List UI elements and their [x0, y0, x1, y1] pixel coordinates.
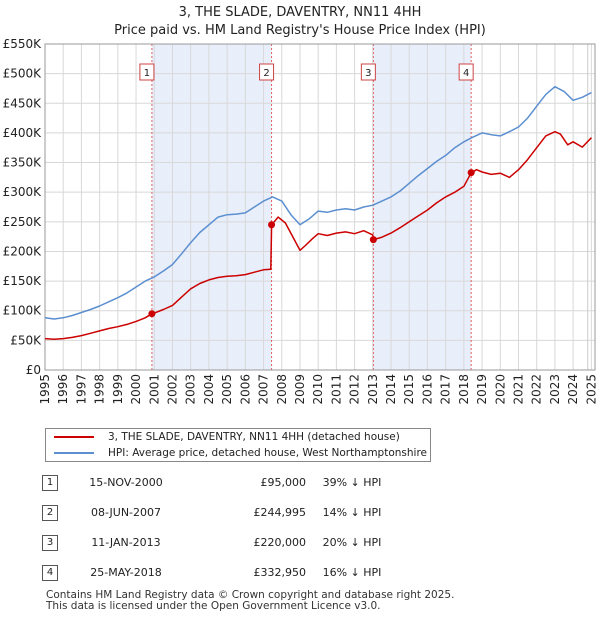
sale-point — [369, 236, 377, 244]
sale-label-box — [360, 63, 376, 81]
x-tick-label: 2015 — [402, 374, 416, 405]
sale-hpi-diff: 14% ↓ HPI — [322, 506, 382, 519]
y-tick-label: £400K — [3, 126, 43, 140]
y-tick-label: £150K — [3, 274, 43, 288]
x-tick-label: 2007 — [257, 374, 271, 405]
footer-copyright: Contains HM Land Registry data © Crown c… — [46, 589, 455, 601]
x-tick-label: 2022 — [530, 374, 544, 405]
x-tick-label: 2010 — [311, 374, 325, 405]
sale-date: 15-NOV-2000 — [89, 476, 163, 489]
y-tick-label: £550K — [3, 37, 43, 51]
sale-hpi-diff: 16% ↓ HPI — [322, 566, 382, 579]
x-tick-label: 2012 — [348, 374, 362, 405]
x-tick-label: 2011 — [329, 374, 343, 405]
sale-date: 08-JUN-2007 — [90, 506, 162, 519]
x-tick-label: 2008 — [275, 374, 289, 405]
legend-swatch-hpi — [54, 452, 94, 454]
sale-label-box — [259, 63, 275, 81]
plot-area — [45, 44, 595, 370]
y-tick-label: £350K — [3, 156, 43, 170]
sale-label-box — [458, 63, 474, 81]
legend: 3, THE SLADE, DAVENTRY, NN11 4HH (detach… — [45, 428, 431, 462]
x-tick-label: 1999 — [111, 374, 125, 405]
legend-item-property: 3, THE SLADE, DAVENTRY, NN11 4HH (detach… — [54, 430, 400, 444]
sale-date: 25-MAY-2018 — [90, 566, 162, 579]
y-tick-label: £200K — [3, 244, 43, 258]
chart-subtitle: Price paid vs. HM Land Registry's House … — [114, 23, 486, 38]
y-tick-label: £500K — [3, 67, 43, 81]
x-tick-label: 2019 — [475, 374, 489, 405]
x-tick-label: 1996 — [56, 374, 70, 405]
x-tick-label: 2013 — [366, 374, 380, 405]
x-tick-label: 2021 — [512, 374, 526, 405]
x-tick-label: 2014 — [384, 374, 398, 405]
sale-point — [268, 221, 276, 229]
sale-number: 1 — [42, 475, 58, 491]
sale-label: 4 — [463, 68, 469, 79]
sale-number: 2 — [42, 505, 58, 521]
sale-hpi-diff: 20% ↓ HPI — [322, 536, 382, 549]
x-tick-label: 2004 — [202, 374, 216, 405]
y-tick-label: £450K — [3, 96, 43, 110]
sale-label: 3 — [365, 68, 371, 79]
price-chart: £0 £50K £100K £150K £200K £250K £300K £350K £400… — [3, 37, 599, 405]
footer-licence: This data is licensed under the Open Gov… — [46, 600, 381, 612]
legend-label-property: 3, THE SLADE, DAVENTRY, NN11 4HH (detach… — [108, 431, 400, 443]
x-tick-label: 2023 — [548, 374, 562, 405]
sale-date: 11-JAN-2013 — [91, 536, 161, 549]
sale-number: 3 — [42, 535, 58, 551]
chart-title: 3, THE SLADE, DAVENTRY, NN11 4HH — [178, 5, 422, 20]
shaded-period — [373, 44, 472, 370]
sale-point — [148, 310, 156, 318]
y-tick-label: £50K — [10, 333, 42, 347]
sale-price: £220,000 — [253, 536, 307, 549]
x-tick-label: 2002 — [165, 374, 179, 405]
sale-label: 2 — [263, 68, 269, 79]
x-tick-label: 2005 — [220, 374, 234, 405]
x-tick-label: 2001 — [147, 374, 161, 405]
footer: Contains HM Land Registry data © Crown c… — [46, 590, 454, 612]
x-tick-label: 2017 — [439, 374, 453, 405]
y-tick-label: £100K — [3, 304, 43, 318]
x-tick-label: 2025 — [584, 374, 598, 405]
x-tick-label: 2009 — [293, 374, 307, 405]
x-tick-label: 2006 — [238, 374, 252, 405]
x-tick-label: 2024 — [566, 374, 580, 405]
sale-price: £332,950 — [253, 566, 307, 579]
plot-frame — [44, 43, 596, 371]
y-tick-label: £300K — [3, 185, 43, 199]
sale-point — [467, 169, 475, 177]
sale-label-box — [139, 63, 155, 81]
series-line — [44, 130, 592, 340]
legend-label-hpi: HPI: Average price, detached house, West… — [108, 447, 427, 459]
y-tick-label: £0 — [26, 363, 41, 377]
x-tick-label: 1995 — [38, 374, 52, 405]
y-tick-label: £250K — [3, 215, 43, 229]
x-tick-label: 2018 — [457, 374, 471, 405]
sale-hpi-diff: 39% ↓ HPI — [322, 476, 382, 489]
x-tick-label: 2000 — [129, 374, 143, 405]
x-tick-label: 2016 — [420, 374, 434, 405]
series-line — [44, 85, 592, 320]
x-tick-label: 1997 — [74, 374, 88, 405]
x-tick-label: 2020 — [493, 374, 507, 405]
x-tick-label: 1998 — [93, 374, 107, 405]
legend-swatch-property — [54, 436, 94, 438]
sale-number: 4 — [42, 565, 58, 581]
x-tick-label: 2003 — [184, 374, 198, 405]
sale-price: £95,000 — [260, 476, 307, 489]
legend-item-hpi: HPI: Average price, detached house, West… — [54, 446, 427, 460]
shaded-period — [151, 44, 272, 370]
sale-label: 1 — [144, 68, 150, 79]
sale-price: £244,995 — [253, 506, 307, 519]
